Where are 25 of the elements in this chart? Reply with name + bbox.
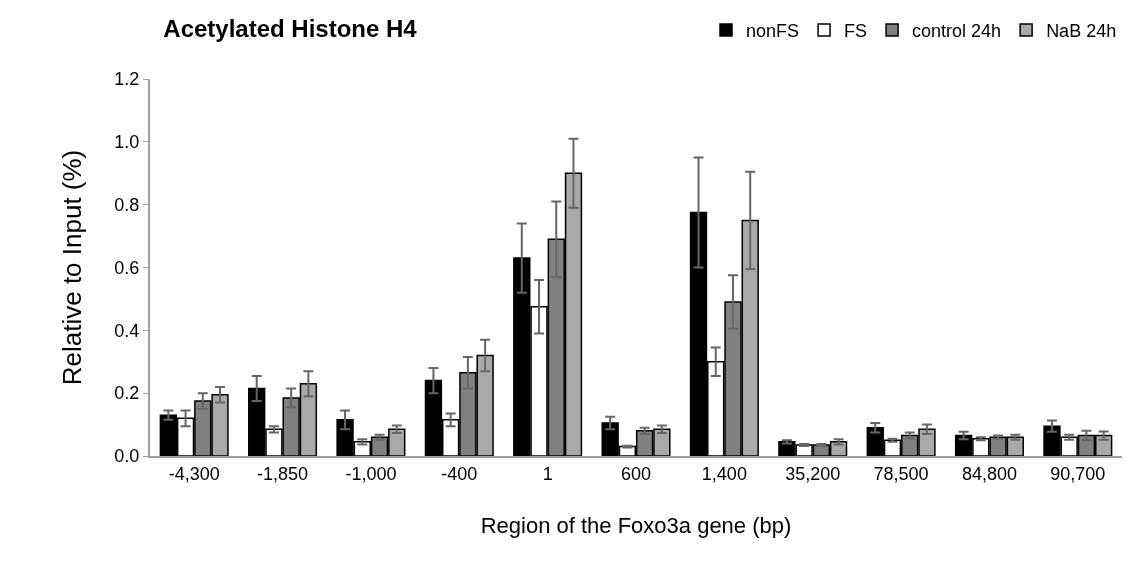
y-axis-title: Relative to Input (%) [57,149,88,386]
x-tick-label: 600 [620,463,652,484]
legend-label: nonFS [746,21,800,42]
x-tick-label: 1 [542,463,553,484]
x-tick-label: 84,800 [961,463,1017,484]
legend-label: NaB 24h [1046,21,1117,42]
y-tick-label: 0.0 [114,446,140,467]
x-tick-label: -400 [441,463,478,484]
x-tick-label: -4,300 [168,463,220,484]
chart-title: Acetylated Histone H4 [163,14,418,42]
legend-label: control 24h [912,21,1002,42]
x-tick-label: 78,500 [873,463,929,484]
y-tick-label: 0.8 [114,194,140,215]
x-tick-label: -1,000 [345,463,397,484]
y-tick-label: 1.0 [114,132,140,153]
y-tick-label: 0.4 [114,320,140,341]
legend-label: FS [844,21,868,42]
x-tick-label: 90,700 [1050,463,1106,484]
y-tick-label: 1.2 [114,69,140,90]
x-tick-label: 1,400 [701,463,747,484]
y-tick-label: 0.6 [114,257,140,278]
x-axis-title: Region of the Foxo3a gene (bp) [480,513,792,538]
x-tick-label: -1,850 [257,463,309,484]
x-tick-label: 35,200 [785,463,841,484]
y-tick-label: 0.2 [114,383,140,404]
